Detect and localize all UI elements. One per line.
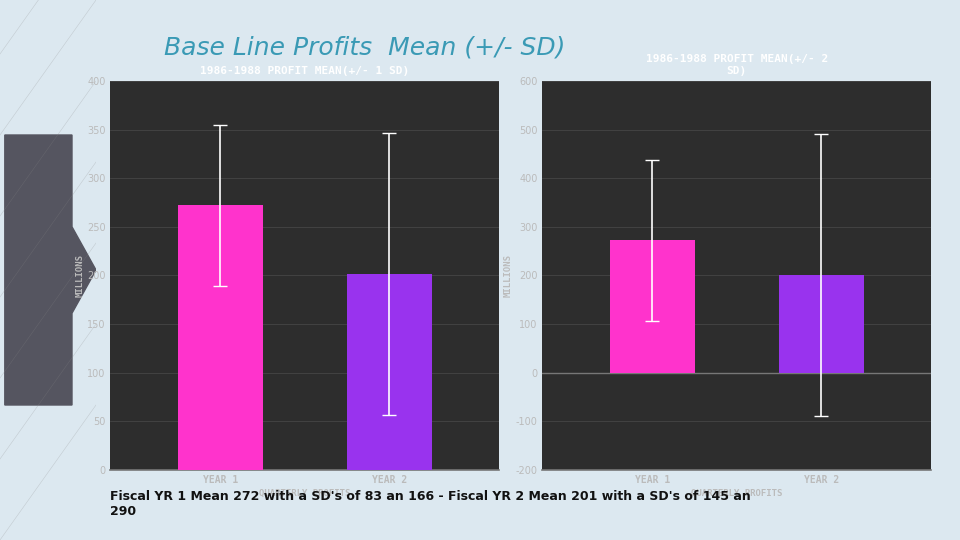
Y-axis label: MILLIONS: MILLIONS (504, 254, 513, 297)
Bar (348, 274, 432, 470)
Title: 1986-1988 PROFIT MEAN(+/- 2
SD): 1986-1988 PROFIT MEAN(+/- 2 SD) (646, 55, 828, 76)
Text: Base Line Profits  Mean (+/- SD): Base Line Profits Mean (+/- SD) (164, 35, 565, 59)
Bar (780, 275, 864, 373)
X-axis label: QUARTERLY PROFITS: QUARTERLY PROFITS (259, 489, 350, 498)
Y-axis label: MILLIONS: MILLIONS (75, 254, 84, 297)
X-axis label: QUARTERLY PROFITS: QUARTERLY PROFITS (691, 489, 782, 498)
Polygon shape (5, 135, 96, 405)
Bar (178, 205, 262, 470)
Text: Fiscal YR 1 Mean 272 with a SD's of 83 an 166 - Fiscal YR 2 Mean 201 with a SD's: Fiscal YR 1 Mean 272 with a SD's of 83 a… (110, 490, 751, 518)
Title: 1986-1988 PROFIT MEAN(+/- 1 SD): 1986-1988 PROFIT MEAN(+/- 1 SD) (201, 66, 409, 76)
Bar (610, 240, 694, 373)
